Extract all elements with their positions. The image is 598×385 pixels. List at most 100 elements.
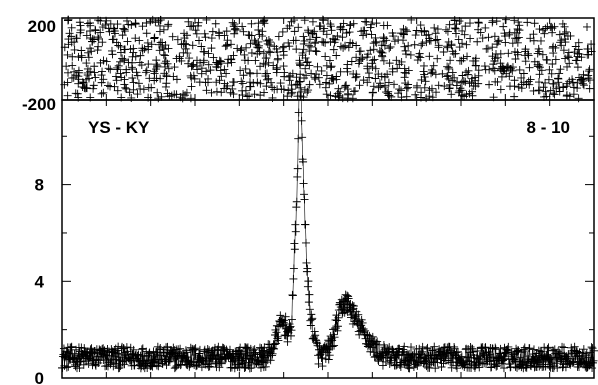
power-point [75,363,84,372]
phase-point [455,56,464,65]
phase-point [511,54,520,63]
power-point [504,342,513,351]
phase-point [89,81,98,90]
phase-point [240,50,249,59]
phase-point [455,43,464,52]
power-point [193,361,202,370]
power-point [503,346,512,355]
phase-point [367,30,376,39]
phase-point [204,74,213,83]
phase-point [579,81,588,90]
phase-point [505,82,514,91]
phase-point [380,34,389,43]
phase-point [342,29,351,38]
phase-point [287,17,296,26]
power-point [430,342,439,351]
phase-point [261,60,270,69]
phase-point [355,81,364,90]
phase-point [555,69,564,78]
phase-point [220,65,229,74]
phase-point [87,47,96,56]
phase-point [443,43,452,52]
power-point [381,357,390,366]
phase-point [105,27,114,36]
band-label: 8 - 10 [527,118,570,137]
phase-point [448,68,457,77]
phase-point [304,28,313,37]
power-point [176,344,185,353]
phase-point [416,53,425,62]
phase-point [261,69,270,78]
phase-point [326,63,335,72]
phase-point [575,50,584,59]
phase-point [199,47,208,56]
phase-point [245,31,254,40]
phase-point [339,19,348,28]
phase-point [161,82,170,91]
power-point [318,362,327,371]
power-point [491,343,500,352]
power-point [413,361,422,370]
phase-point [504,49,513,58]
power-point [506,363,515,372]
phase-point [381,81,390,90]
phase-point [142,18,151,27]
phase-point [113,63,122,72]
phase-point [383,89,392,98]
power-point [562,352,571,361]
phase-point [432,88,441,97]
phase-point [474,25,483,34]
phase-point [279,62,288,71]
phase-point [411,90,420,99]
phase-point [496,85,505,94]
phase-point [285,42,294,51]
phase-point [133,71,142,80]
power-point [136,351,145,360]
phase-point [97,89,106,98]
phase-point [346,20,355,29]
power-point [552,359,561,368]
phase-point [348,94,357,103]
phase-point [319,38,328,47]
power-point [270,340,279,349]
phase-point [82,83,91,92]
phase-point [299,32,308,41]
power-point [290,245,299,254]
power-point [85,354,94,363]
phase-point [63,50,72,59]
power-point [69,353,78,362]
phase-point [563,52,572,61]
phase-point [525,63,534,72]
power-point [290,239,299,248]
phase-point [227,40,236,49]
power-point [450,342,459,351]
phase-point [542,92,551,101]
phase-point [481,23,490,32]
phase-point [583,22,592,31]
power-point [470,363,479,372]
phase-point [412,26,421,35]
power-point [579,345,588,354]
phase-point [302,58,311,67]
phase-point [81,84,90,93]
power-point [330,341,339,350]
power-point [324,355,333,364]
power-point [305,305,314,314]
phase-point [258,32,267,41]
phase-point [129,78,138,87]
phase-point [443,42,452,51]
power-point [520,343,529,352]
phase-point [136,51,145,60]
phase-point [448,47,457,56]
phase-point [289,36,298,45]
power-point [254,356,263,365]
phase-point [514,33,523,42]
phase-point [67,23,76,32]
phase-point [312,70,321,79]
power-point [150,357,159,366]
phase-point [306,42,315,51]
phase-point [296,60,305,69]
phase-point [161,57,170,66]
phase-point [336,42,345,51]
